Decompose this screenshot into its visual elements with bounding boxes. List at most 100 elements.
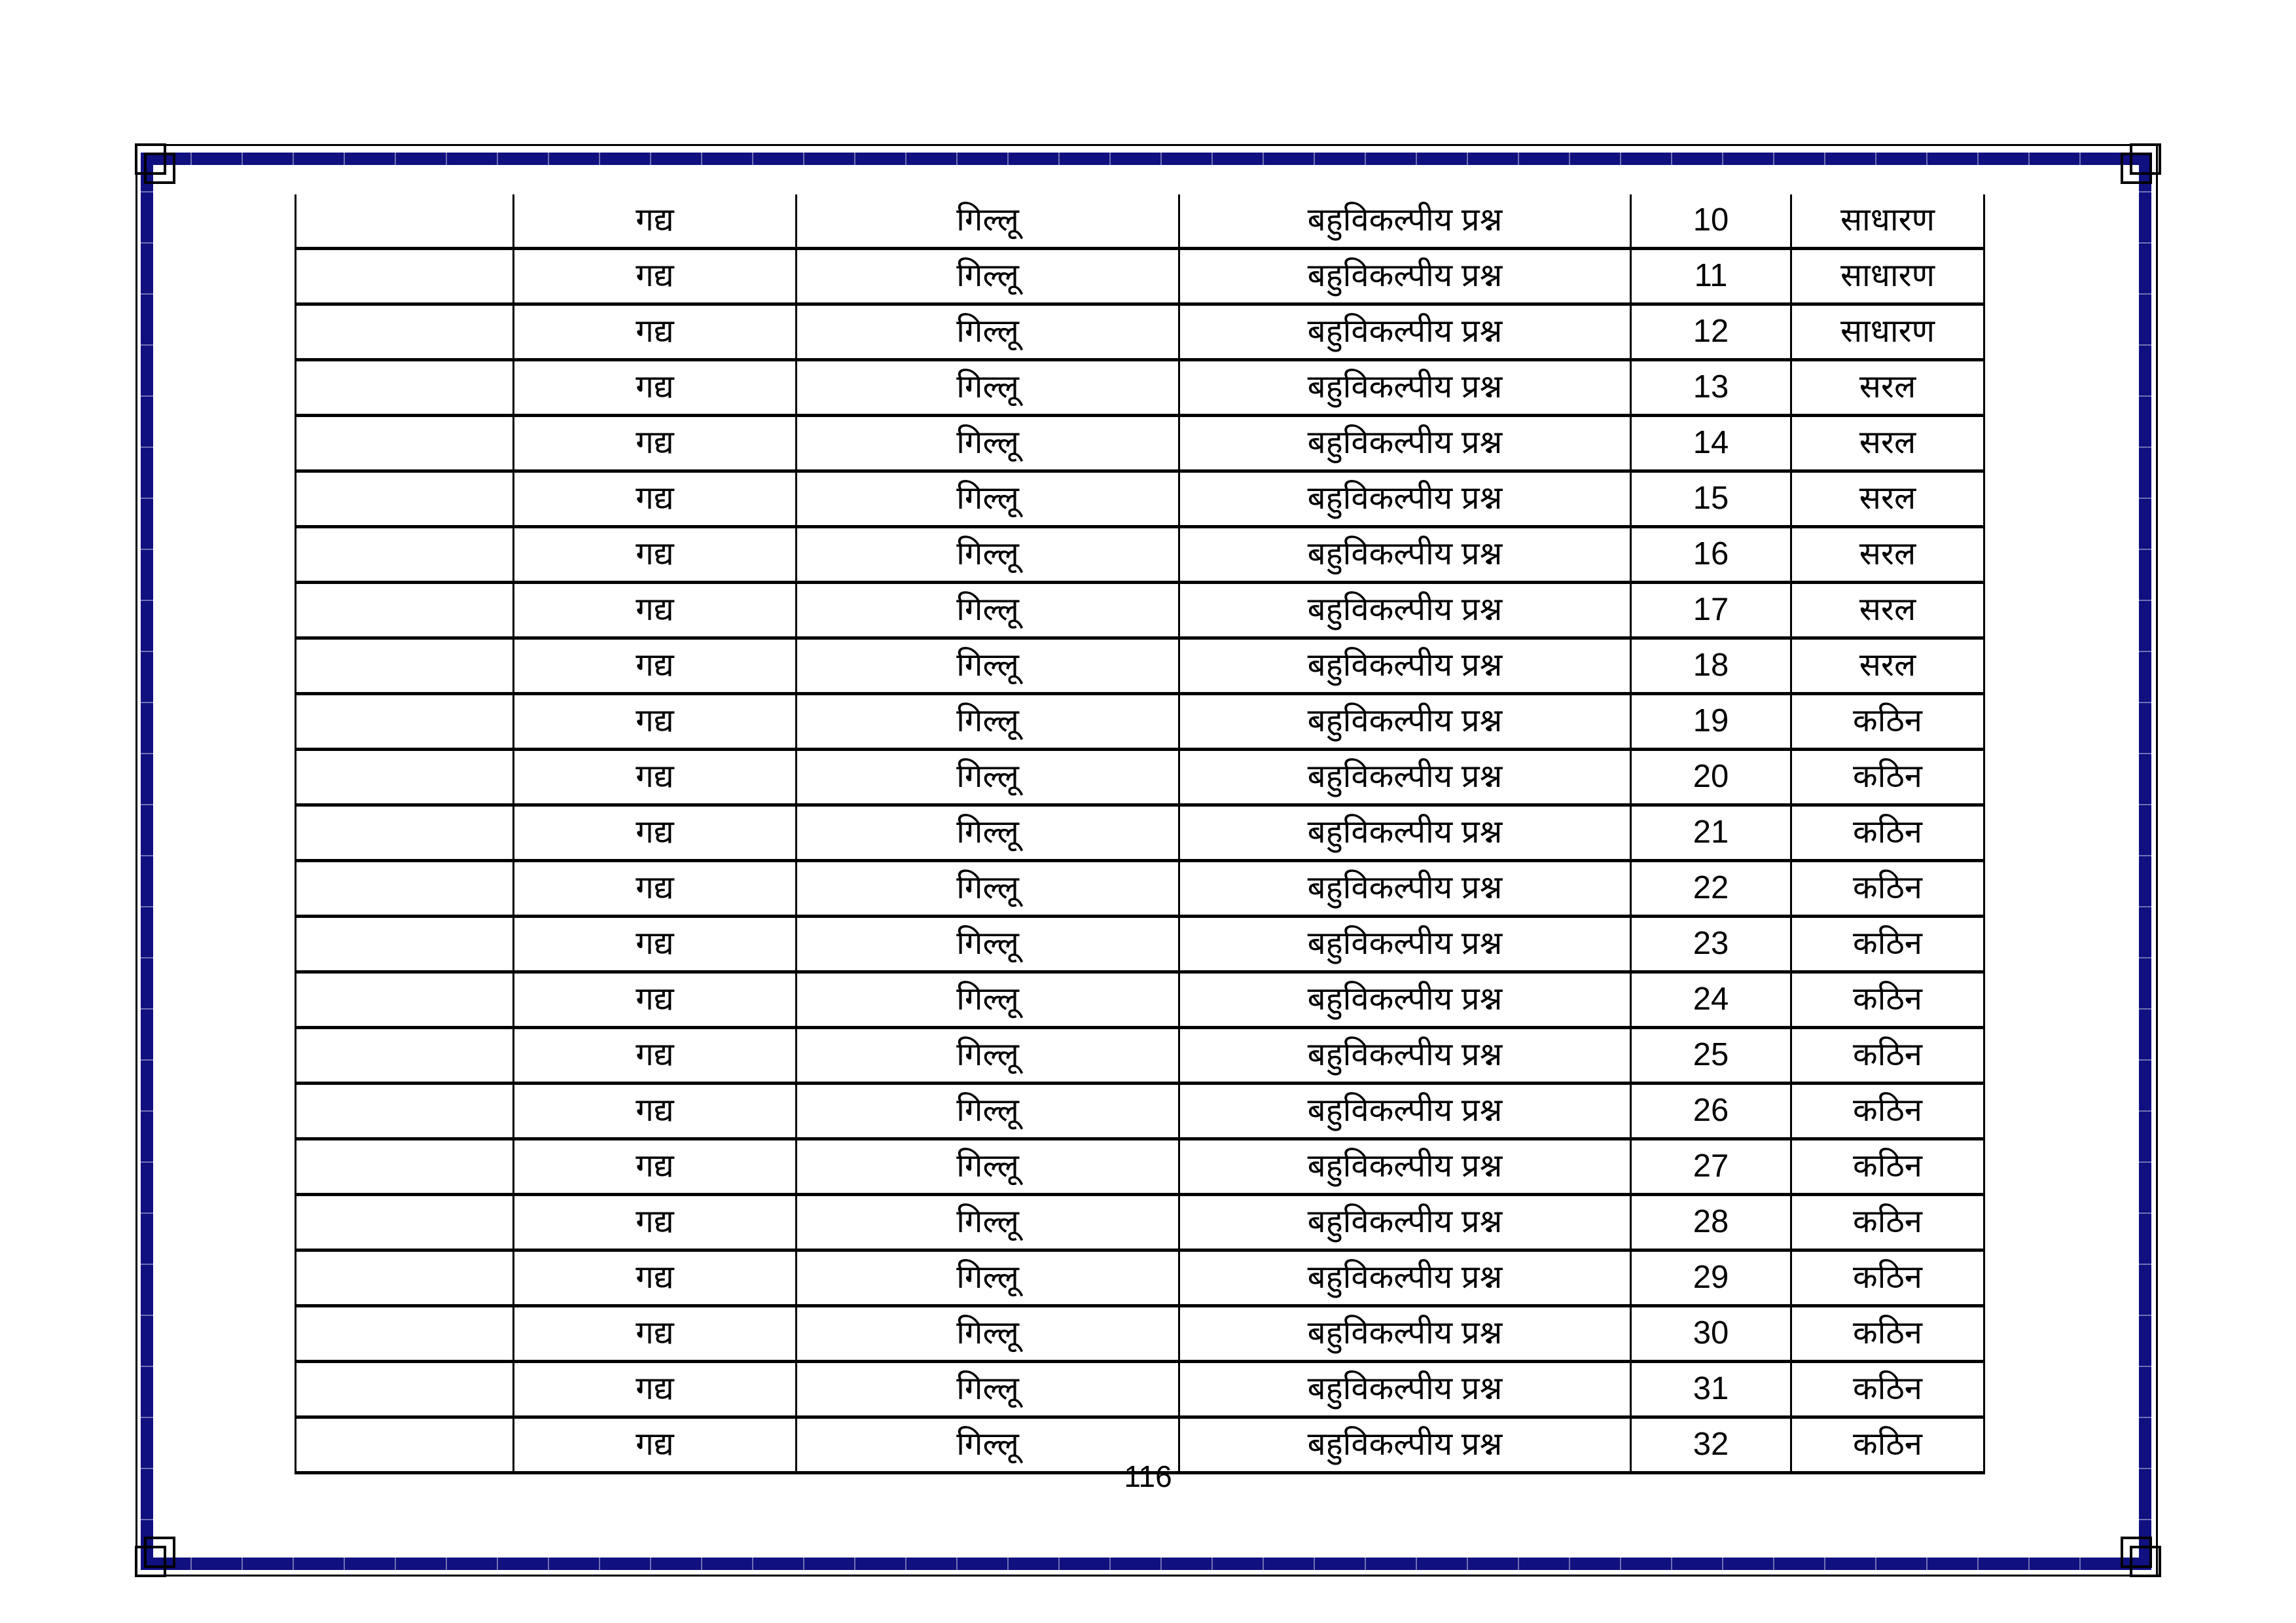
cell-subject: गद्य: [512, 1082, 797, 1140]
table-row: गद्य गिल्लू बहुविकल्पीय प्रश्न 17 सरल: [295, 581, 1985, 640]
cell-number: 19: [1630, 692, 1792, 751]
cell-question-type: बहुविकल्पीय प्रश्न: [1178, 1360, 1632, 1419]
cell-number: 16: [1630, 525, 1792, 584]
cell-question-type: बहुविकल्पीय प्रश्न: [1178, 915, 1632, 974]
cell-number: 21: [1630, 803, 1792, 862]
table-row: गद्य गिल्लू बहुविकल्पीय प्रश्न 15 सरल: [295, 469, 1985, 528]
cell-lesson: गिल्लू: [795, 302, 1180, 361]
table-row: गद्य गिल्लू बहुविकल्पीय प्रश्न 11 साधारण: [295, 247, 1985, 306]
table-row: गद्य गिल्लू बहुविकल्पीय प्रश्न 24 कठिन: [295, 970, 1985, 1029]
cell-difficulty: कठिन: [1790, 1137, 1985, 1196]
cell-number: 12: [1630, 302, 1792, 361]
cell-subject: गद्य: [512, 1415, 797, 1474]
cell-lesson: गिल्लू: [795, 803, 1180, 862]
cell-blank: [295, 1415, 514, 1474]
cell-blank: [295, 469, 514, 528]
table-row: गद्य गिल्लू बहुविकल्पीय प्रश्न 29 कठिन: [295, 1249, 1985, 1307]
cell-subject: गद्य: [512, 748, 797, 807]
corner-ornament-square: [2121, 153, 2152, 184]
cell-question-type: बहुविकल्पीय प्रश्न: [1178, 1082, 1632, 1140]
cell-number: 22: [1630, 859, 1792, 918]
corner-ornament-square: [135, 143, 166, 175]
cell-subject: गद्य: [512, 525, 797, 584]
cell-difficulty: साधारण: [1790, 247, 1985, 306]
cell-subject: गद्य: [512, 469, 797, 528]
page-border-blue-band-top: [141, 153, 2151, 165]
table-row: गद्य गिल्लू बहुविकल्पीय प्रश्न 13 सरल: [295, 358, 1985, 417]
cell-subject: गद्य: [512, 581, 797, 640]
cell-blank: [295, 803, 514, 862]
table-row: गद्य गिल्लू बहुविकल्पीय प्रश्न 27 कठिन: [295, 1137, 1985, 1196]
table-row: गद्य गिल्लू बहुविकल्पीय प्रश्न 20 कठिन: [295, 748, 1985, 807]
cell-blank: [295, 970, 514, 1029]
table-row: गद्य गिल्लू बहुविकल्पीय प्रश्न 12 साधारण: [295, 302, 1985, 361]
corner-ornament-square: [2130, 1546, 2161, 1577]
cell-lesson: गिल्लू: [795, 247, 1180, 306]
cell-subject: गद्य: [512, 1360, 797, 1419]
cell-lesson: गिल्लू: [795, 581, 1180, 640]
cell-difficulty: सरल: [1790, 469, 1985, 528]
cell-lesson: गिल्लू: [795, 748, 1180, 807]
cell-blank: [295, 1137, 514, 1196]
cell-number: 27: [1630, 1137, 1792, 1196]
cell-number: 25: [1630, 1026, 1792, 1085]
cell-number: 29: [1630, 1249, 1792, 1307]
cell-number: 10: [1630, 194, 1792, 250]
cell-lesson: गिल्लू: [795, 1137, 1180, 1196]
table-row: गद्य गिल्लू बहुविकल्पीय प्रश्न 25 कठिन: [295, 1026, 1985, 1085]
cell-subject: गद्य: [512, 247, 797, 306]
cell-lesson: गिल्लू: [795, 525, 1180, 584]
cell-question-type: बहुविकल्पीय प्रश्न: [1178, 636, 1632, 695]
cell-blank: [295, 358, 514, 417]
cell-subject: गद्य: [512, 803, 797, 862]
table-row: गद्य गिल्लू बहुविकल्पीय प्रश्न 14 सरल: [295, 414, 1985, 473]
table-row: गद्य गिल्लू बहुविकल्पीय प्रश्न 21 कठिन: [295, 803, 1985, 862]
cell-difficulty: कठिन: [1790, 1304, 1985, 1363]
cell-question-type: बहुविकल्पीय प्रश्न: [1178, 692, 1632, 751]
cell-difficulty: सरल: [1790, 358, 1985, 417]
cell-difficulty: साधारण: [1790, 302, 1985, 361]
cell-number: 13: [1630, 358, 1792, 417]
cell-difficulty: कठिन: [1790, 692, 1985, 751]
cell-difficulty: कठिन: [1790, 748, 1985, 807]
cell-lesson: गिल्लू: [795, 358, 1180, 417]
cell-blank: [295, 302, 514, 361]
table-row: गद्य गिल्लू बहुविकल्पीय प्रश्न 32 कठिन: [295, 1415, 1985, 1474]
corner-ornament-square: [135, 1546, 166, 1577]
cell-blank: [295, 581, 514, 640]
cell-blank: [295, 247, 514, 306]
cell-question-type: बहुविकल्पीय प्रश्न: [1178, 302, 1632, 361]
cell-blank: [295, 636, 514, 695]
cell-subject: गद्य: [512, 194, 797, 250]
cell-number: 28: [1630, 1193, 1792, 1252]
cell-subject: गद्य: [512, 1249, 797, 1307]
cell-question-type: बहुविकल्पीय प्रश्न: [1178, 1026, 1632, 1085]
cell-lesson: गिल्लू: [795, 414, 1180, 473]
cell-blank: [295, 1304, 514, 1363]
cell-difficulty: सरल: [1790, 581, 1985, 640]
cell-number: 17: [1630, 581, 1792, 640]
page-border-outer-line: [135, 144, 2158, 1577]
cell-number: 32: [1630, 1415, 1792, 1474]
cell-question-type: बहुविकल्पीय प्रश्न: [1178, 247, 1632, 306]
cell-number: 30: [1630, 1304, 1792, 1363]
cell-number: 15: [1630, 469, 1792, 528]
cell-blank: [295, 915, 514, 974]
cell-blank: [295, 1082, 514, 1140]
cell-subject: गद्य: [512, 1193, 797, 1252]
page-border-blue-band-right: [2139, 153, 2151, 1570]
table-row: गद्य गिल्लू बहुविकल्पीय प्रश्न 28 कठिन: [295, 1193, 1985, 1252]
cell-blank: [295, 692, 514, 751]
table-row: गद्य गिल्लू बहुविकल्पीय प्रश्न 22 कठिन: [295, 859, 1985, 918]
cell-difficulty: कठिन: [1790, 915, 1985, 974]
cell-question-type: बहुविकल्पीय प्रश्न: [1178, 414, 1632, 473]
table-row: गद्य गिल्लू बहुविकल्पीय प्रश्न 23 कठिन: [295, 915, 1985, 974]
cell-lesson: गिल्लू: [795, 915, 1180, 974]
cell-number: 11: [1630, 247, 1792, 306]
cell-number: 14: [1630, 414, 1792, 473]
cell-difficulty: कठिन: [1790, 859, 1985, 918]
cell-number: 18: [1630, 636, 1792, 695]
cell-number: 20: [1630, 748, 1792, 807]
cell-blank: [295, 1249, 514, 1307]
corner-ornament-square: [144, 1537, 175, 1568]
